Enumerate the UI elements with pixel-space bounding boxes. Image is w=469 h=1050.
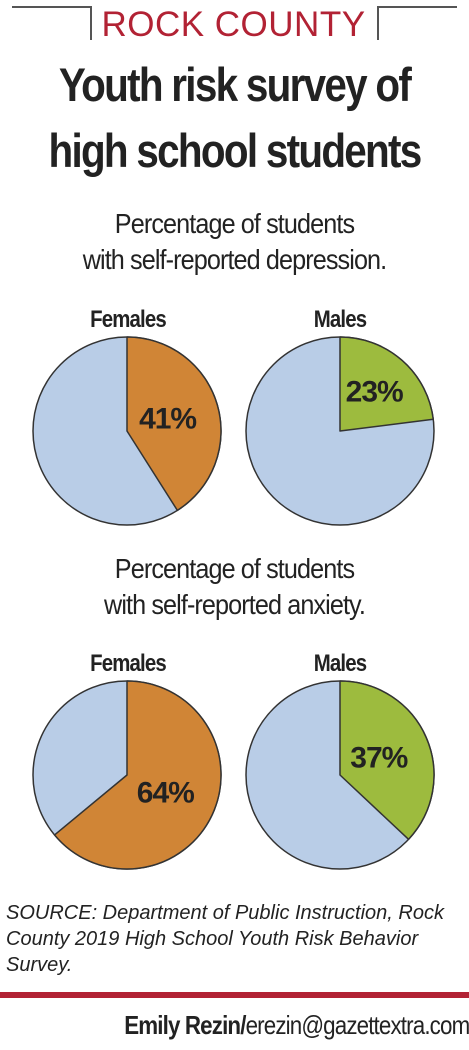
anxiety-females-label: Females bbox=[90, 650, 167, 677]
depression-males-value-slice bbox=[339, 336, 435, 432]
depression-title-line-1: Percentage of students bbox=[114, 208, 355, 239]
depression-females-label: Females bbox=[90, 306, 167, 333]
headline: Youth risk survey of high school student… bbox=[33, 52, 436, 184]
depression-females-value-label: 41% bbox=[139, 403, 196, 436]
anxiety-title-line-2: with self-reported anxiety. bbox=[104, 589, 366, 620]
anxiety-males-value-slice bbox=[339, 680, 435, 841]
depression-males-label: Males bbox=[313, 306, 367, 333]
footer-rule bbox=[0, 992, 469, 998]
source-note: SOURCE: Department of Public Instruction… bbox=[6, 902, 444, 976]
credit-line: Emily Rezin/erezin@gazettextra.com bbox=[124, 1008, 469, 1042]
depression-title-line-2: with self-reported depression. bbox=[82, 244, 387, 275]
depression-chart-title: Percentage of students with self-reporte… bbox=[23, 206, 445, 278]
depression-males-value-label: 23% bbox=[346, 376, 403, 409]
credit-name: Emily Rezin/ bbox=[123, 1010, 246, 1040]
headline-line-1: Youth risk survey of bbox=[58, 58, 412, 111]
anxiety-males-value-label: 37% bbox=[350, 742, 407, 775]
anxiety-females-value-label: 64% bbox=[137, 777, 194, 810]
kicker-tick-right bbox=[377, 6, 379, 40]
kicker: ROCK COUNTY bbox=[101, 5, 366, 44]
anxiety-title-line-1: Percentage of students bbox=[114, 553, 355, 584]
depression-females-value-slice bbox=[126, 336, 222, 512]
anxiety-females-value-slice bbox=[53, 680, 222, 870]
credit-email: erezin@gazettextra.com bbox=[245, 1010, 469, 1040]
anxiety-chart-title: Percentage of students with self-reporte… bbox=[23, 551, 445, 623]
anxiety-males-label: Males bbox=[313, 650, 367, 677]
kicker-tick-left bbox=[90, 6, 92, 40]
kicker-rule-right bbox=[377, 6, 457, 8]
headline-line-2: high school students bbox=[48, 124, 422, 177]
kicker-rule-left bbox=[12, 6, 90, 8]
